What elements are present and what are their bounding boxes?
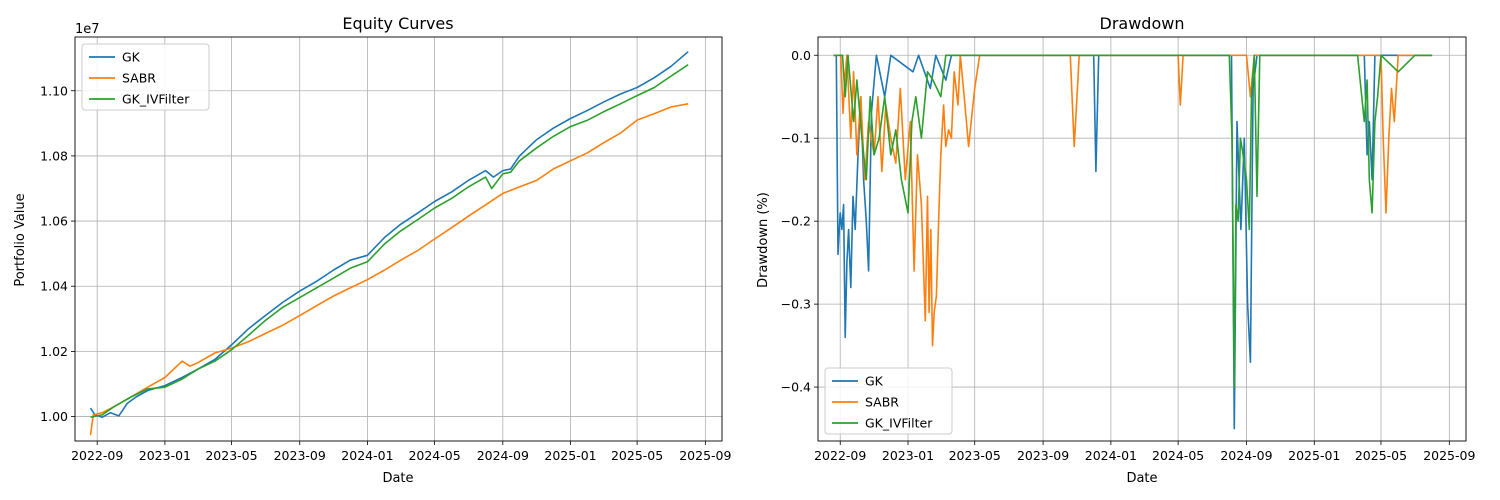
y-tick-label: −0.1: [781, 131, 811, 146]
legend-label: GK_IVFilter: [122, 92, 190, 107]
x-tick-label: 2022-09: [814, 448, 866, 463]
x-tick-label: 2024-05: [1152, 448, 1204, 463]
equity-series: [89, 51, 689, 436]
y-tick-label: −0.2: [781, 214, 811, 229]
x-tick-label: 2025-05: [1355, 448, 1407, 463]
x-tick-label: 2024-01: [1085, 448, 1137, 463]
x-tick-label: 2023-01: [882, 448, 934, 463]
x-tick-label: 2025-09: [679, 448, 731, 463]
series-line-sabr: [89, 103, 689, 436]
x-tick-label: 2025-05: [611, 448, 663, 463]
equity-chart-title: Equity Curves: [342, 14, 453, 33]
equity-y-offset-label: 1e7: [75, 22, 100, 37]
drawdown-chart-title: Drawdown: [1100, 14, 1185, 33]
series-line-gk: [833, 54, 1433, 430]
y-tick-label: 1.06: [40, 214, 68, 229]
x-tick-label: 2023-05: [949, 448, 1001, 463]
y-tick-label: 1.10: [40, 83, 68, 98]
legend-label: GK_IVFilter: [865, 416, 933, 431]
drawdown-y-axis-label: Drawdown (%): [756, 192, 771, 288]
legend-label: GK: [865, 374, 884, 389]
x-tick-label: 2023-09: [274, 448, 326, 463]
legend-box: [81, 43, 210, 111]
equity-legend: GK SABR GK_IVFilter: [81, 43, 210, 111]
x-tick-label: 2023-01: [139, 448, 191, 463]
x-tick-label: 2023-09: [1017, 448, 1069, 463]
drawdown-legend: GK SABR GK_IVFilter: [824, 367, 953, 435]
x-tick-label: 2025-01: [544, 448, 596, 463]
series-line-gk: [89, 51, 689, 419]
drawdown-series: [833, 54, 1433, 430]
y-tick-label: −0.3: [781, 297, 811, 312]
equity-x-ticks: 2022-09 2023-01 2023-05 2023-09 2024-01 2024-…: [71, 441, 732, 463]
x-tick-label: 2025-01: [1288, 448, 1340, 463]
equity-axes-frame: [74, 36, 723, 442]
series-line-gk-ivfilter: [833, 54, 1433, 388]
series-line-gk-ivfilter: [90, 64, 689, 418]
x-tick-label: 2024-09: [477, 448, 529, 463]
equity-y-axis-label: Portfolio Value: [13, 193, 28, 286]
drawdown-y-ticks: 0.0 −0.1 −0.2 −0.3 −0.4: [781, 48, 818, 395]
drawdown-x-axis-label: Date: [1126, 471, 1157, 486]
y-tick-label: 0.0: [791, 48, 811, 63]
legend-box: [824, 367, 953, 435]
x-tick-label: 2022-09: [71, 448, 123, 463]
y-tick-label: 1.08: [40, 148, 68, 163]
legend-label: SABR: [865, 395, 899, 410]
legend-label: GK: [122, 50, 141, 65]
y-tick-label: 1.04: [40, 279, 68, 294]
x-tick-label: 2023-05: [205, 448, 257, 463]
equity-x-axis-label: Date: [382, 471, 413, 486]
x-tick-label: 2024-09: [1220, 448, 1272, 463]
drawdown-axes-frame: [817, 36, 1467, 442]
y-tick-label: 1.02: [40, 344, 68, 359]
legend-label: SABR: [122, 71, 156, 86]
equity-y-ticks: 1.00 1.02 1.04 1.06 1.08 1.10: [40, 83, 75, 424]
x-tick-label: 2024-05: [408, 448, 460, 463]
equity-curves-panel: Equity Curves Date Portfolio Value 1e7 2…: [13, 14, 732, 486]
x-tick-label: 2024-01: [341, 448, 393, 463]
y-tick-label: −0.4: [781, 380, 811, 395]
drawdown-panel: Drawdown Date Drawdown (%) 2022-09 2023-0…: [756, 14, 1475, 486]
x-tick-label: 2025-09: [1423, 448, 1475, 463]
drawdown-x-ticks: 2022-09 2023-01 2023-05 2023-09 2024-01 2024-…: [814, 441, 1475, 463]
y-tick-label: 1.00: [40, 409, 68, 424]
